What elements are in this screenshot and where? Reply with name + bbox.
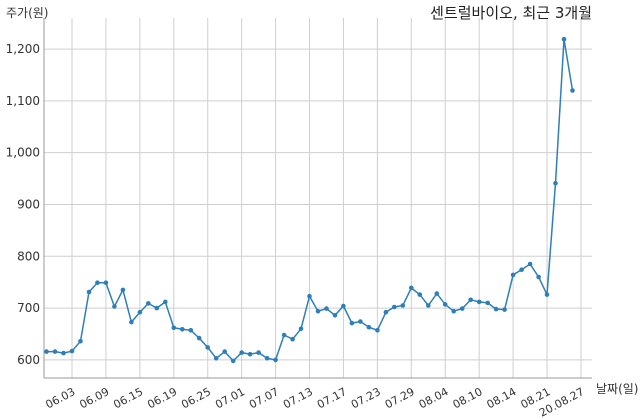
data-point bbox=[417, 292, 423, 297]
data-point bbox=[442, 302, 448, 307]
x-tick-label: 06.03 bbox=[43, 385, 77, 411]
x-tick-label: 06.19 bbox=[145, 385, 179, 411]
x-tick-label: 06.25 bbox=[179, 385, 213, 411]
y-tick-label: 1,100 bbox=[6, 94, 40, 108]
data-point bbox=[366, 324, 372, 330]
data-point bbox=[298, 326, 304, 332]
x-tick-label: 07.01 bbox=[213, 385, 247, 411]
data-point bbox=[44, 349, 49, 354]
data-point bbox=[52, 349, 58, 354]
y-tick-label: 1,000 bbox=[6, 146, 40, 160]
x-tick-label: 07.13 bbox=[281, 385, 315, 411]
data-point bbox=[205, 345, 210, 350]
data-point bbox=[120, 287, 126, 293]
data-point bbox=[163, 299, 168, 305]
data-point bbox=[129, 319, 134, 325]
data-point bbox=[188, 328, 194, 333]
y-tick-label: 800 bbox=[17, 249, 40, 263]
data-point bbox=[544, 292, 550, 297]
data-point bbox=[510, 272, 516, 278]
chart-title: 센트럴바이오, 최근 3개월 bbox=[430, 4, 592, 22]
data-point bbox=[485, 300, 491, 306]
price-series-points bbox=[44, 36, 575, 364]
x-tick-label: 07.29 bbox=[383, 385, 417, 411]
data-point bbox=[468, 297, 474, 303]
y-tick-label: 700 bbox=[17, 301, 40, 315]
data-point bbox=[426, 303, 431, 308]
data-point bbox=[281, 332, 287, 338]
data-point bbox=[78, 338, 83, 344]
data-point bbox=[375, 328, 380, 333]
data-point bbox=[95, 280, 100, 286]
data-point bbox=[519, 267, 524, 273]
data-point bbox=[239, 350, 244, 355]
data-point bbox=[137, 309, 143, 315]
data-point bbox=[146, 301, 151, 306]
data-point bbox=[570, 88, 575, 93]
data-point bbox=[112, 304, 117, 309]
data-point bbox=[493, 306, 499, 312]
data-point bbox=[349, 320, 355, 326]
data-point bbox=[451, 308, 457, 314]
x-tick-label: 06.09 bbox=[77, 385, 111, 411]
x-tick-label: 08.04 bbox=[417, 385, 451, 411]
data-point bbox=[315, 308, 321, 314]
data-point bbox=[553, 180, 558, 186]
grid-lines bbox=[44, 18, 592, 378]
x-tick-label: 07.17 bbox=[315, 385, 349, 411]
data-point bbox=[154, 305, 160, 311]
data-point bbox=[527, 261, 533, 267]
data-point bbox=[400, 303, 406, 308]
x-tick-labels: 06.03 06.09 06.15 06.19 06.25 07.01 07.07 07.13… bbox=[43, 385, 586, 419]
data-point bbox=[459, 306, 465, 311]
data-point bbox=[358, 319, 363, 324]
data-point bbox=[434, 291, 440, 296]
data-point bbox=[502, 307, 507, 312]
data-point bbox=[332, 313, 338, 318]
data-point bbox=[476, 299, 482, 305]
y-tick-labels: 600 700 800 900 1,000 1,100 1,200 bbox=[6, 42, 40, 367]
data-point bbox=[222, 349, 227, 354]
data-point bbox=[324, 306, 329, 311]
data-point bbox=[103, 280, 109, 286]
x-tick-label: 07.07 bbox=[247, 385, 281, 411]
data-point bbox=[341, 303, 346, 309]
data-point bbox=[171, 325, 177, 331]
data-point bbox=[61, 350, 66, 356]
data-point bbox=[409, 285, 414, 291]
data-point bbox=[213, 356, 219, 361]
data-point bbox=[196, 335, 202, 341]
data-point bbox=[180, 327, 185, 332]
y-tick-label: 600 bbox=[17, 353, 40, 367]
data-point bbox=[230, 358, 236, 364]
data-point bbox=[247, 351, 253, 357]
data-point bbox=[264, 356, 270, 361]
data-point bbox=[256, 350, 261, 355]
y-tick-label: 900 bbox=[17, 197, 40, 211]
x-tick-label: 07.23 bbox=[349, 385, 383, 411]
data-point bbox=[307, 293, 312, 299]
data-point bbox=[392, 304, 397, 310]
data-point bbox=[536, 274, 541, 280]
x-tick-label: 08.10 bbox=[451, 385, 485, 411]
x-axis-label: 날짜(일) bbox=[596, 382, 639, 396]
axes bbox=[43, 18, 592, 379]
y-tick-label: 1,200 bbox=[6, 42, 40, 56]
data-point bbox=[561, 36, 567, 42]
data-point bbox=[383, 309, 389, 315]
data-point bbox=[69, 348, 75, 354]
x-tick-label: 06.15 bbox=[111, 385, 145, 411]
data-point bbox=[273, 357, 278, 363]
y-axis-label: 주가(원) bbox=[6, 6, 49, 20]
data-point bbox=[86, 289, 92, 295]
x-tick-label: 08.14 bbox=[485, 385, 519, 411]
data-point bbox=[290, 336, 295, 342]
